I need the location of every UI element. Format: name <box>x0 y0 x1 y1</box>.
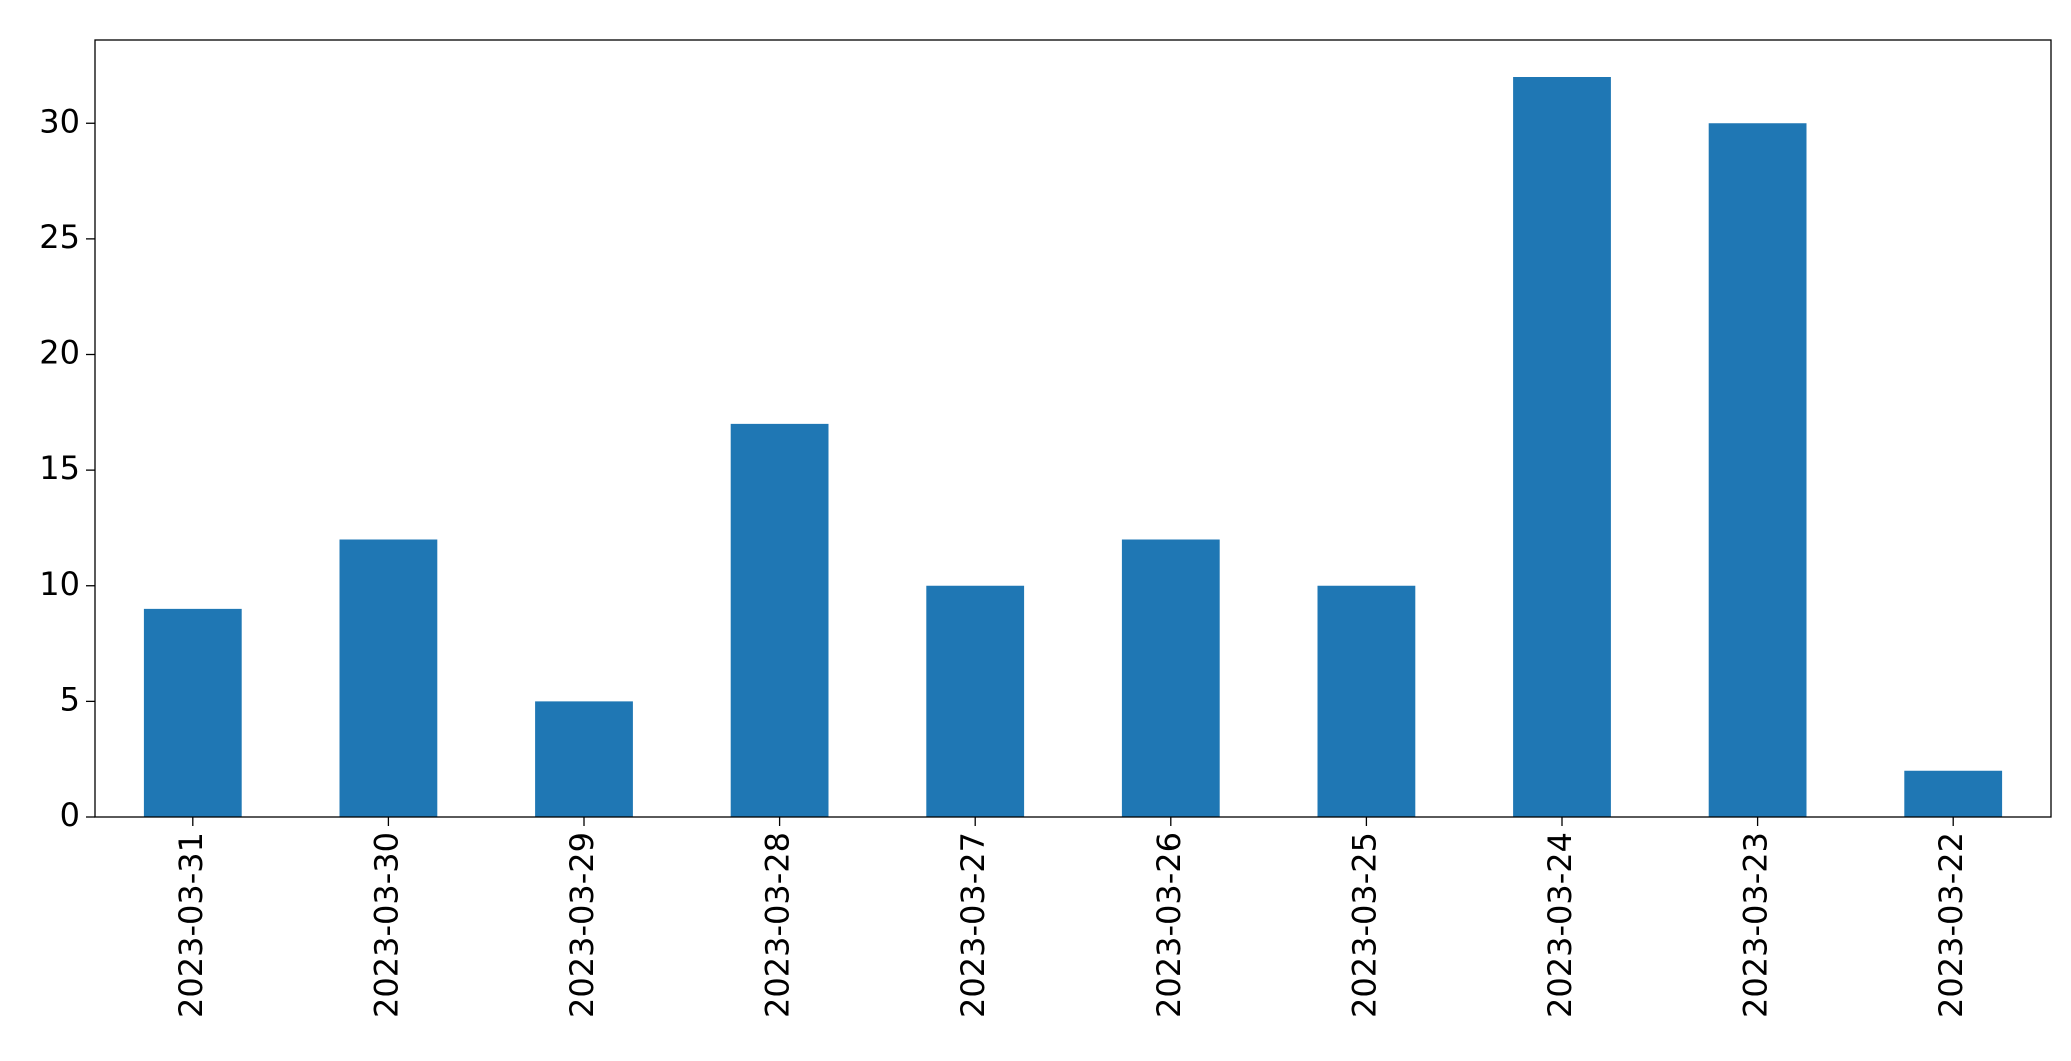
bar <box>1513 77 1611 817</box>
y-tick-label: 5 <box>60 680 80 718</box>
x-tick-label: 2023-03-22 <box>1932 832 1970 1018</box>
plot-frame <box>94 39 2052 818</box>
x-tick-label: 2023-03-29 <box>563 832 601 1018</box>
y-tick-label: 10 <box>39 565 80 603</box>
bar <box>535 701 633 817</box>
bar <box>143 608 242 817</box>
y-tick-label: 20 <box>39 334 80 372</box>
x-tick-label: 2023-03-25 <box>1345 832 1383 1018</box>
x-tick-label: 2023-03-30 <box>367 832 405 1018</box>
x-tick-label: 2023-03-24 <box>1541 832 1579 1018</box>
y-tick-label: 0 <box>60 796 80 834</box>
bar <box>1317 585 1416 817</box>
bar <box>926 585 1025 817</box>
x-tick-label: 2023-03-28 <box>759 832 797 1018</box>
y-tick-label: 30 <box>39 102 80 140</box>
bar <box>1904 770 2003 817</box>
x-tick-label: 2023-03-26 <box>1150 832 1188 1018</box>
y-tick-label: 15 <box>39 449 80 487</box>
bar <box>730 423 829 817</box>
bar <box>1121 539 1220 817</box>
x-tick-label: 2023-03-23 <box>1737 832 1775 1018</box>
x-tick-label: 2023-03-31 <box>172 832 210 1018</box>
y-tick-label: 25 <box>39 218 80 256</box>
bar <box>339 539 438 817</box>
bar <box>1708 123 1807 817</box>
x-tick-label: 2023-03-27 <box>954 832 992 1018</box>
